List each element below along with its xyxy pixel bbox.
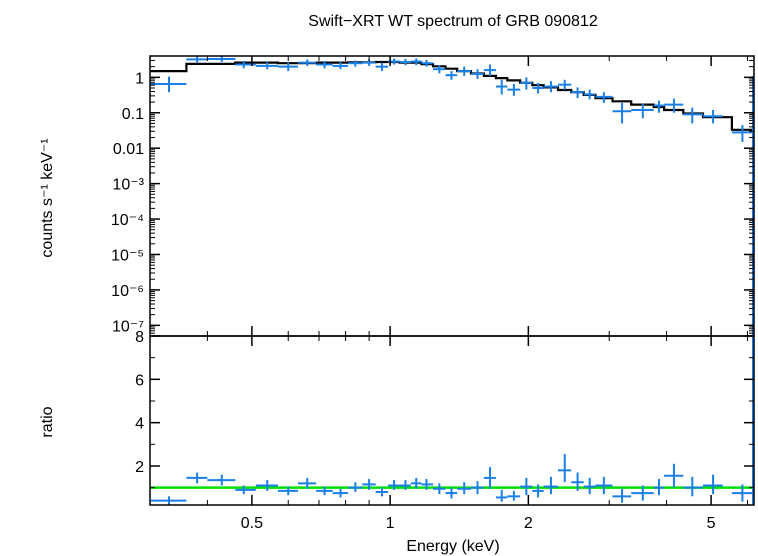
- spectrum-y-axis-label: counts s⁻¹ keV⁻¹: [39, 138, 56, 257]
- ratio-data-point: [235, 485, 256, 495]
- ratio-data-point: [653, 479, 665, 496]
- ratio-data-point: [664, 463, 684, 488]
- ratio-data-point: [457, 482, 471, 495]
- spectrum-frame: [149, 55, 755, 337]
- spectrum-y-tick-label: 10⁻⁶: [111, 283, 144, 300]
- spectrum-data-point: [421, 59, 434, 67]
- spectrum-panel: [150, 56, 753, 142]
- spectrum-data-point: [316, 60, 333, 69]
- spectrum-data-point: [683, 107, 703, 124]
- spectrum-data-point: [483, 64, 496, 76]
- ratio-data-point: [332, 488, 349, 498]
- ratio-data-point: [543, 476, 558, 495]
- ratio-data-point: [520, 477, 533, 496]
- ratio-data-point: [316, 486, 333, 496]
- ratio-y-tick-label: 6: [135, 372, 144, 389]
- ratio-data-point: [421, 479, 434, 490]
- ratio-data-point: [207, 474, 236, 486]
- spectrum-data-point: [532, 82, 544, 94]
- ratio-y-tick-label: 4: [135, 416, 144, 433]
- spectrum-y-tick-label: 10⁻⁷: [112, 318, 144, 335]
- spectrum-data-point: [557, 79, 572, 90]
- spectrum-data-point: [583, 89, 596, 100]
- spectrum-y-tick-label: 0.01: [113, 141, 144, 158]
- ratio-data-point: [631, 485, 654, 501]
- ratio-data-point: [583, 477, 596, 495]
- ratio-y-axis-label: ratio: [39, 406, 56, 437]
- spectrum-y-tick-label: 10⁻³: [112, 177, 144, 194]
- ratio-data-point: [507, 490, 521, 501]
- spectrum-data-point: [433, 65, 446, 74]
- spectrum-data-point: [571, 87, 584, 99]
- spectrum-data-point: [520, 77, 533, 90]
- ratio-data-point: [702, 474, 723, 495]
- spectrum-data-point: [399, 58, 411, 66]
- spectrum-data-point: [278, 62, 298, 72]
- spectrum-data-point: [375, 62, 389, 72]
- ratio-data-point: [495, 489, 508, 502]
- ratio-data-point: [375, 487, 389, 497]
- spectrum-data-point: [348, 60, 363, 67]
- plot-frames: 0.5 1 2 5 1 0.1 0.01 10⁻³ 10⁻⁴ 10⁻⁵ 10⁻⁶ 10⁻⁷ 2 4 6 8: [111, 55, 755, 532]
- ratio-data-point: [612, 488, 632, 503]
- x-tick-label: 1: [386, 515, 395, 532]
- ratio-data-point: [362, 479, 376, 490]
- ratio-data-point: [595, 476, 613, 495]
- spectrum-data-point: [731, 125, 753, 142]
- ratio-data-point: [348, 482, 363, 492]
- spectrum-data-point: [186, 56, 208, 63]
- ratio-panel: [150, 76, 754, 505]
- x-tick-label: 5: [707, 515, 716, 532]
- spectrum-data-point: [495, 79, 508, 95]
- x-tick-label: 2: [524, 515, 533, 532]
- ratio-frame: [149, 335, 755, 506]
- spectrum-data-point: [255, 62, 279, 70]
- spectrum-data-point: [595, 92, 613, 103]
- spectrum-data-point: [631, 103, 654, 119]
- ratio-data-point: [445, 487, 458, 499]
- ratio-y-tick-label: 2: [135, 459, 144, 476]
- chart-title: Swift−XRT WT spectrum of GRB 090812: [308, 13, 598, 30]
- ratio-data-point: [731, 484, 753, 502]
- spectrum-data-point: [612, 102, 632, 124]
- spectrum-data-point: [410, 58, 422, 66]
- spectrum-data-point: [470, 69, 484, 79]
- spectrum-data-point: [332, 62, 349, 70]
- spectrum-data-point: [457, 66, 471, 76]
- ratio-data-point: [483, 467, 496, 489]
- spectrum-data-point: [507, 83, 521, 96]
- ratio-y-tick-label: 8: [135, 329, 144, 346]
- spectrum-y-tick-label: 10⁻⁵: [111, 247, 144, 264]
- spectrum-data-point: [664, 98, 684, 113]
- x-tick-label: 0.5: [241, 515, 263, 532]
- ratio-data-point: [255, 480, 279, 491]
- ratio-data-point: [399, 480, 411, 490]
- spectrum-data-point: [445, 71, 458, 80]
- spectrum-data-point: [702, 109, 723, 124]
- ratio-data-point: [278, 486, 298, 496]
- ratio-data-point: [571, 472, 584, 491]
- x-axis-label: Energy (keV): [406, 538, 499, 555]
- ratio-data-point: [470, 481, 484, 495]
- spectrum-data-point: [653, 100, 665, 113]
- ratio-data-point: [388, 480, 400, 490]
- spectrum-data-point: [207, 56, 236, 63]
- spectrum-data-point: [151, 76, 187, 93]
- ratio-data-point: [557, 454, 572, 483]
- ratio-data-point: [151, 496, 187, 505]
- ratio-data-point: [683, 476, 703, 497]
- spectrum-y-tick-label: 10⁻⁴: [111, 212, 144, 229]
- ratio-data-point: [297, 477, 317, 489]
- spectrum-y-tick-label: 0.1: [122, 106, 144, 123]
- spectrum-y-tick-label: 1: [135, 70, 144, 87]
- spectrum-data-point: [543, 81, 558, 93]
- ratio-data-point: [410, 477, 422, 489]
- ratio-data-point: [186, 472, 208, 484]
- ratio-data-point: [433, 483, 446, 495]
- spectrum-data-point: [297, 59, 317, 66]
- ratio-data-point: [532, 484, 544, 498]
